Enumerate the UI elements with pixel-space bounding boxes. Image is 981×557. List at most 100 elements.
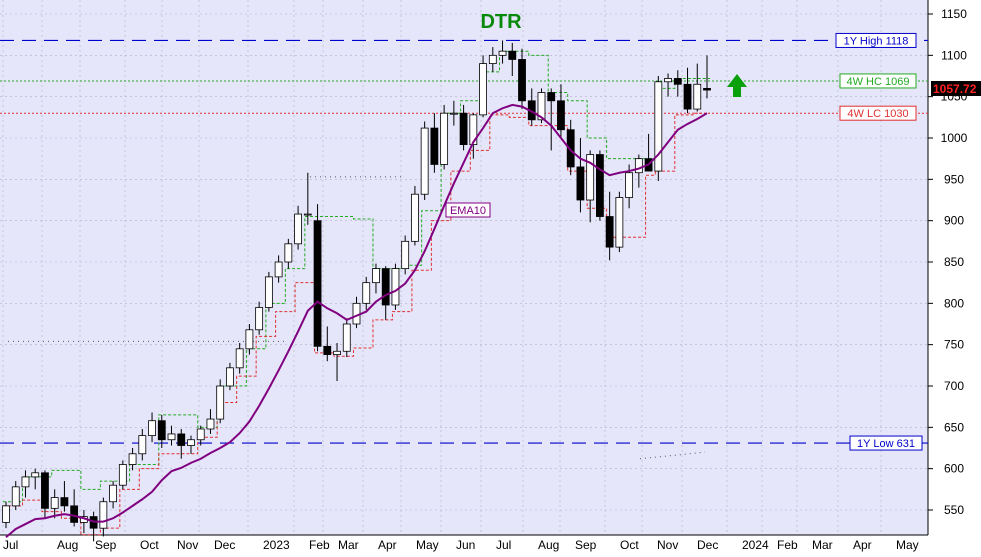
- candle-body: [60, 497, 69, 507]
- candle-body: [566, 129, 575, 168]
- candle-body: [264, 276, 273, 308]
- candle-body: [401, 240, 410, 270]
- xaxis-background: [0, 535, 928, 552]
- candle-body: [226, 367, 234, 387]
- candle-body: [372, 268, 380, 284]
- y-tick-label: 650: [944, 420, 964, 434]
- candle-body: [615, 197, 624, 248]
- x-tick-label: May: [896, 538, 919, 552]
- candle-body: [31, 472, 40, 478]
- dotted-guide: [639, 451, 706, 460]
- candle-body: [469, 114, 478, 146]
- last-price-label: 1057.72: [933, 82, 977, 96]
- y-tick-label: 700: [944, 379, 964, 393]
- candle-body: [576, 166, 585, 201]
- candles: [2, 40, 711, 542]
- candle-body: [294, 213, 302, 245]
- candle-body: [187, 439, 195, 446]
- reference-label-box: [835, 32, 917, 48]
- candle-body: [216, 385, 225, 420]
- candle-body: [128, 453, 137, 465]
- candle-body: [255, 307, 264, 331]
- x-tick-label: Apr: [378, 538, 397, 552]
- up-arrow-icon: [727, 74, 747, 97]
- x-tick-label: Aug: [538, 538, 559, 552]
- x-axis: Jul Aug Sep Oct Nov Dec 2023 Feb Mar Apr May Jun Jul…: [3, 538, 919, 552]
- ema-label: EMA10: [450, 205, 486, 217]
- reference-labels: 1Y High 1118 4W HC 1069 4W LC 1030 1Y Low 6…: [835, 32, 923, 451]
- candle-body: [235, 348, 244, 369]
- candle-body: [440, 112, 449, 165]
- candle-body: [518, 59, 526, 102]
- candle-body: [634, 158, 643, 174]
- candle-body: [362, 282, 371, 304]
- x-tick-label: Feb: [309, 538, 330, 552]
- x-tick-label: Jul: [496, 538, 511, 552]
- candle-body: [138, 435, 147, 455]
- candle-body: [303, 213, 312, 216]
- reference-label: 1Y Low 631: [857, 438, 915, 450]
- ema-label-box: EMA10: [445, 202, 491, 218]
- x-tick-label: Oct: [620, 538, 639, 552]
- y-tick-label: 800: [944, 296, 964, 310]
- y-tick-label: 900: [944, 214, 964, 228]
- candle-body: [586, 154, 595, 201]
- x-tick-label: Dec: [214, 538, 235, 552]
- x-tick-label: Oct: [140, 538, 159, 552]
- plot-background: [0, 0, 928, 535]
- y-tick-label: 750: [944, 338, 964, 352]
- candle-body: [274, 261, 283, 278]
- candle-body: [2, 505, 10, 523]
- candle-body: [118, 464, 127, 486]
- candle-body: [41, 472, 49, 509]
- candle-body: [693, 83, 702, 110]
- y-tick-label: 1100: [941, 48, 967, 62]
- candle-body: [537, 92, 546, 121]
- y-tick-label: 850: [944, 255, 964, 269]
- candle-body: [196, 428, 205, 441]
- candle-body: [547, 92, 556, 102]
- candle-body: [206, 418, 215, 430]
- candle-body: [479, 63, 487, 116]
- reference-label-box: [839, 105, 917, 121]
- candle-body: [342, 323, 351, 352]
- reference-label-box: [839, 73, 917, 89]
- last-price-badge: 1057.72: [931, 81, 981, 96]
- candle-body: [508, 50, 517, 60]
- x-tick-label: May: [416, 538, 439, 552]
- candle-body: [157, 420, 166, 441]
- candle-body: [459, 112, 468, 146]
- candle-body: [488, 54, 497, 64]
- chart-title: DTR: [480, 11, 522, 33]
- candle-body: [449, 112, 458, 115]
- reference-label-box: [849, 435, 923, 451]
- candle-body: [177, 433, 186, 446]
- candle-body: [605, 216, 614, 248]
- candle-body: [245, 329, 254, 350]
- x-tick-label: Feb: [777, 538, 798, 552]
- gridlines: [0, 0, 928, 535]
- candle-body: [50, 497, 59, 509]
- ema10-line: [5, 103, 708, 539]
- hc-step-line: [3, 50, 710, 503]
- y-tick-label: 550: [944, 503, 964, 517]
- candle-body: [625, 172, 634, 198]
- x-tick-label: 2024: [742, 538, 769, 552]
- x-tick-label: Mar: [338, 538, 359, 552]
- x-tick-label: 2023: [263, 538, 290, 552]
- y-tick-label: 1000: [941, 131, 968, 145]
- y-axis: 5506006507007508008509009501000105011001…: [928, 7, 968, 517]
- x-tick-label: Nov: [177, 538, 198, 552]
- y-tick-label: 950: [944, 172, 964, 186]
- reference-label: 4W HC 1069: [847, 76, 910, 88]
- x-tick-label: Nov: [657, 538, 678, 552]
- candle-body: [167, 433, 176, 441]
- candle-body: [420, 127, 429, 195]
- candle-body: [148, 420, 156, 437]
- x-tick-label: Aug: [57, 538, 78, 552]
- candle-body: [284, 243, 293, 263]
- candle-body: [99, 501, 108, 529]
- candle-body: [313, 220, 322, 347]
- x-tick-label: Sep: [575, 538, 597, 552]
